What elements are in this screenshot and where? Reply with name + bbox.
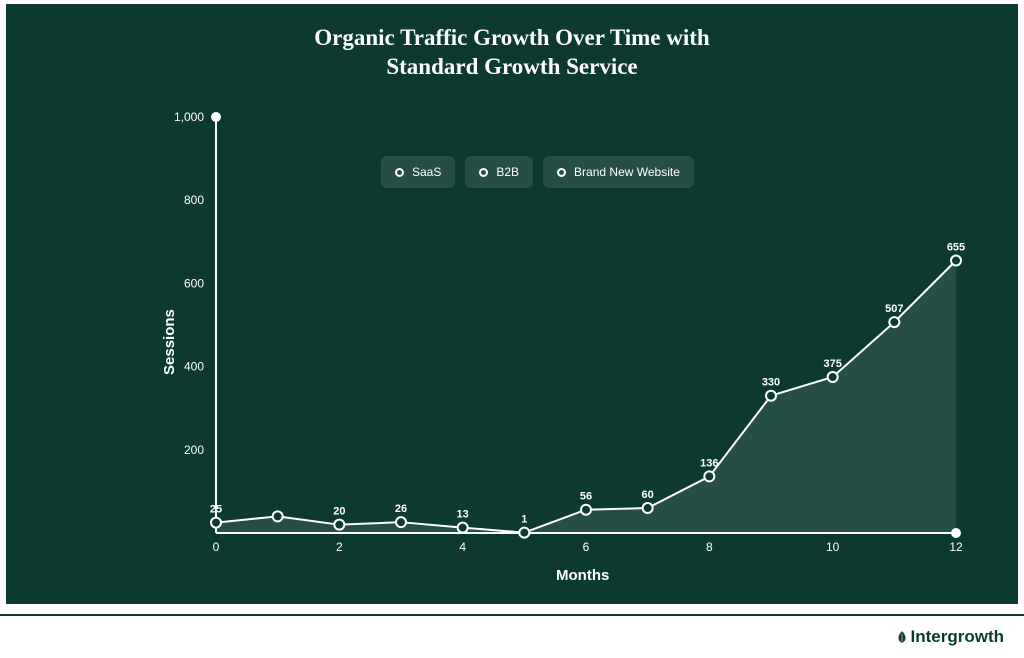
data-point-label: 26 xyxy=(395,503,407,515)
y-tick-label: 600 xyxy=(184,276,204,290)
data-point-label: 375 xyxy=(823,358,841,370)
data-point-label: 25 xyxy=(210,504,222,516)
data-point-marker-icon xyxy=(828,372,838,382)
data-point-marker-icon xyxy=(519,528,529,538)
y-tick-label: 1,000 xyxy=(174,110,204,124)
y-axis-endpoint-icon xyxy=(211,112,221,122)
data-point-label: 56 xyxy=(580,491,592,503)
data-point-marker-icon xyxy=(458,523,468,533)
x-tick-label: 0 xyxy=(213,540,220,554)
data-point-marker-icon xyxy=(334,520,344,530)
data-point-label: 60 xyxy=(642,489,654,501)
data-point-label: 13 xyxy=(457,509,469,521)
data-point-label: 136 xyxy=(700,457,718,469)
data-point-marker-icon xyxy=(273,511,283,521)
data-point-marker-icon xyxy=(889,317,899,327)
data-point-marker-icon xyxy=(766,391,776,401)
chart-plot-area: 2004006008001,00002468101225202613156601… xyxy=(216,117,956,533)
data-point-label: 655 xyxy=(947,242,965,254)
x-tick-label: 2 xyxy=(336,540,343,554)
leaf-icon xyxy=(895,630,909,644)
x-tick-label: 10 xyxy=(826,540,840,554)
x-axis-endpoint-icon xyxy=(951,528,961,538)
x-tick-label: 12 xyxy=(949,540,963,554)
y-tick-label: 200 xyxy=(184,443,204,457)
chart-svg: 2004006008001,00002468101225202613156601… xyxy=(216,117,956,533)
data-point-marker-icon xyxy=(704,471,714,481)
data-point-label: 507 xyxy=(885,303,903,315)
footer: Intergrowth xyxy=(0,614,1024,658)
data-point-marker-icon xyxy=(951,256,961,266)
data-point-label: 20 xyxy=(333,506,345,518)
chart-card: Organic Traffic Growth Over Time with St… xyxy=(6,4,1018,604)
x-tick-label: 8 xyxy=(706,540,713,554)
x-tick-label: 6 xyxy=(583,540,590,554)
y-axis-label: Sessions xyxy=(161,309,178,375)
data-point-marker-icon xyxy=(581,505,591,515)
data-point-label: 330 xyxy=(762,377,780,389)
data-point-marker-icon xyxy=(643,503,653,513)
x-axis-label: Months xyxy=(556,567,609,584)
y-tick-label: 800 xyxy=(184,193,204,207)
x-tick-label: 4 xyxy=(459,540,466,554)
brand-logo: Intergrowth xyxy=(895,627,1005,647)
chart-title: Organic Traffic Growth Over Time with St… xyxy=(6,24,1018,82)
data-point-marker-icon xyxy=(396,517,406,527)
brand-text: Intergrowth xyxy=(911,627,1005,647)
data-point-marker-icon xyxy=(211,518,221,528)
y-tick-label: 400 xyxy=(184,360,204,374)
data-point-label: 1 xyxy=(521,514,527,526)
